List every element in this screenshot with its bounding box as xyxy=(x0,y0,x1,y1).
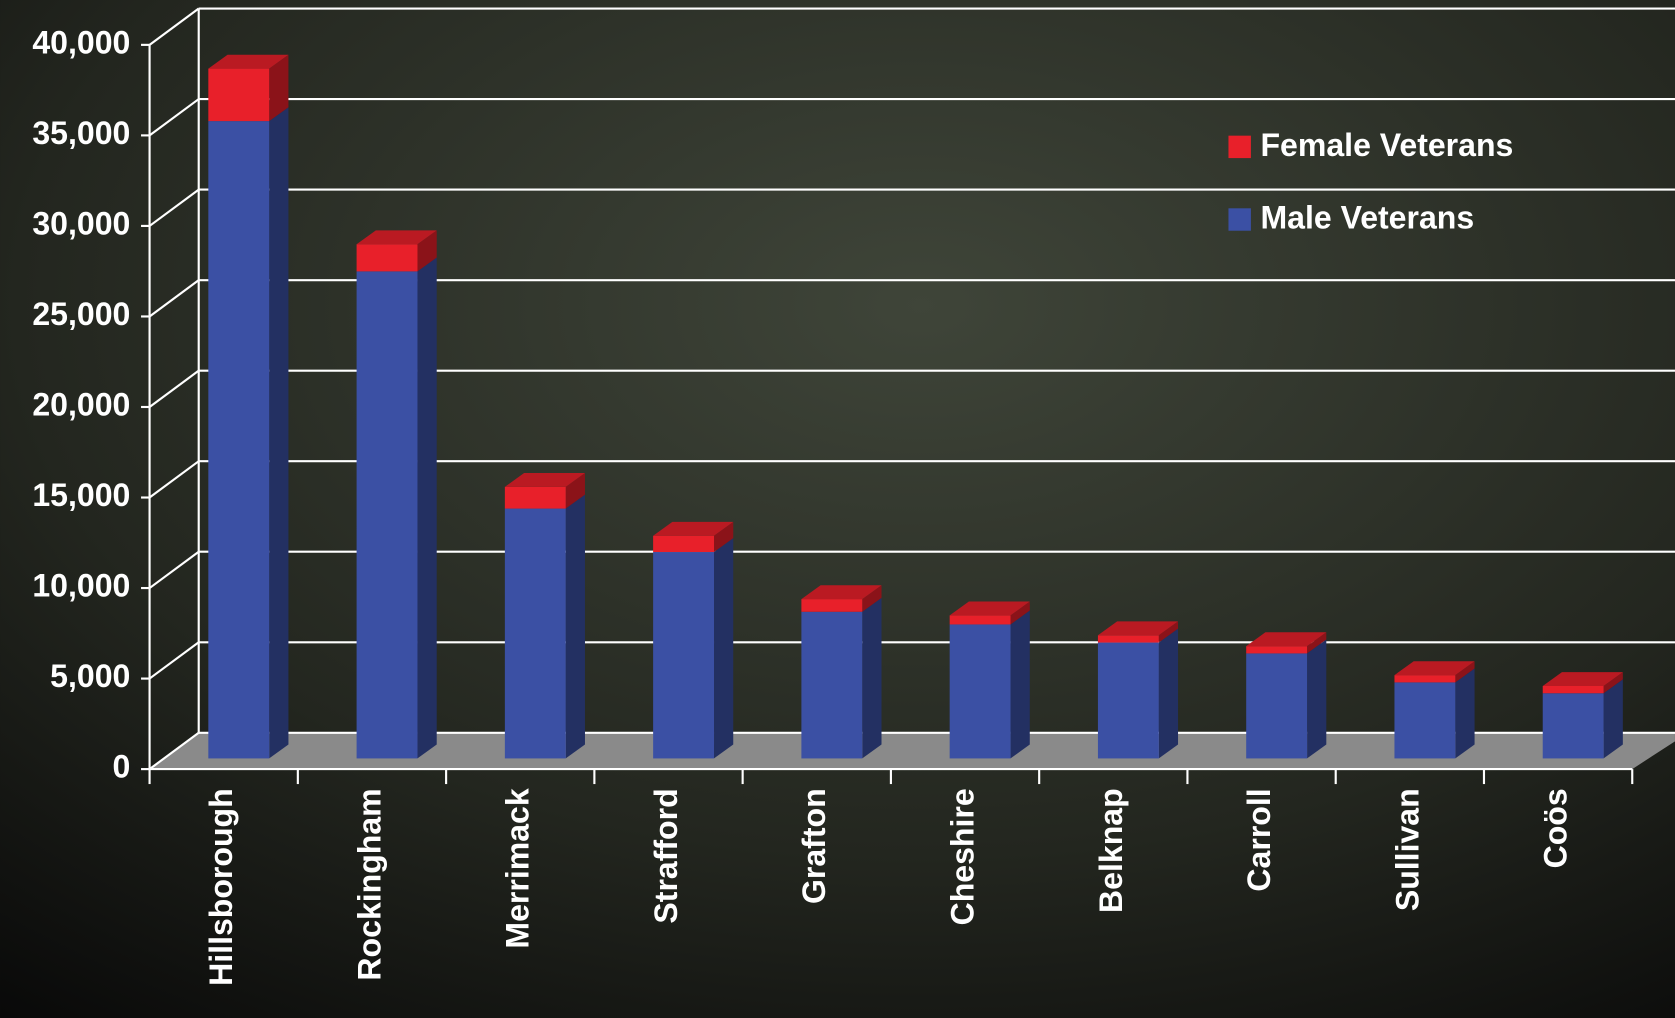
bar xyxy=(950,624,1011,758)
legend-swatch xyxy=(1228,136,1250,158)
bar-side xyxy=(1159,629,1178,759)
y-tick-label: 15,000 xyxy=(32,477,130,513)
bar xyxy=(950,615,1011,624)
bar xyxy=(1098,643,1159,759)
x-tick-label: Sullivan xyxy=(1389,788,1425,911)
bar xyxy=(1098,635,1159,642)
x-tick-label: Cheshire xyxy=(945,788,981,925)
bar-side xyxy=(417,257,436,758)
bar xyxy=(1394,682,1455,758)
y-tick-label: 0 xyxy=(113,749,131,785)
bar xyxy=(1543,686,1604,693)
y-tick-label: 20,000 xyxy=(32,386,130,422)
bar-side xyxy=(714,538,733,758)
x-tick-label: Coös xyxy=(1538,788,1574,868)
bar-side xyxy=(862,598,881,759)
legend-label: Female Veterans xyxy=(1261,127,1514,163)
bar xyxy=(1394,675,1455,682)
bar-side xyxy=(1455,668,1474,758)
bar-side xyxy=(1307,640,1326,759)
bar-side xyxy=(1604,679,1623,758)
x-tick-label: Strafford xyxy=(648,788,684,923)
bar xyxy=(653,552,714,758)
y-tick-label: 40,000 xyxy=(32,24,130,60)
bar xyxy=(505,509,566,759)
bar xyxy=(801,612,862,759)
bar xyxy=(1246,653,1307,758)
chart: 0 5,000 10,000 15,000 20,000 25,000 30,000 35,0… xyxy=(0,0,1675,1018)
x-tick-label: Grafton xyxy=(796,788,832,904)
y-tick-label: 30,000 xyxy=(32,205,130,241)
bar xyxy=(505,487,566,509)
x-tick-label: Merrimack xyxy=(500,788,536,948)
y-tick-label: 10,000 xyxy=(32,568,130,604)
bar xyxy=(801,599,862,612)
y-tick-label: 5,000 xyxy=(50,658,130,694)
bar-side xyxy=(566,495,585,759)
y-tick-label: 35,000 xyxy=(32,115,130,151)
legend-swatch xyxy=(1228,208,1250,230)
bar xyxy=(653,536,714,552)
y-tick-label: 25,000 xyxy=(32,296,130,332)
bar-side xyxy=(1011,611,1030,759)
legend-label: Male Veterans xyxy=(1261,200,1475,236)
x-tick-label: Carroll xyxy=(1241,788,1277,891)
bar xyxy=(1543,693,1604,758)
bar xyxy=(357,271,418,758)
x-tick-label: Hillsborough xyxy=(203,788,239,986)
bar xyxy=(1246,646,1307,653)
bar xyxy=(208,69,269,122)
bar xyxy=(357,244,418,271)
x-tick-label: Rockingham xyxy=(351,788,387,980)
bar-side xyxy=(269,107,288,758)
x-tick-label: Belknap xyxy=(1093,788,1129,913)
bar xyxy=(208,121,269,758)
